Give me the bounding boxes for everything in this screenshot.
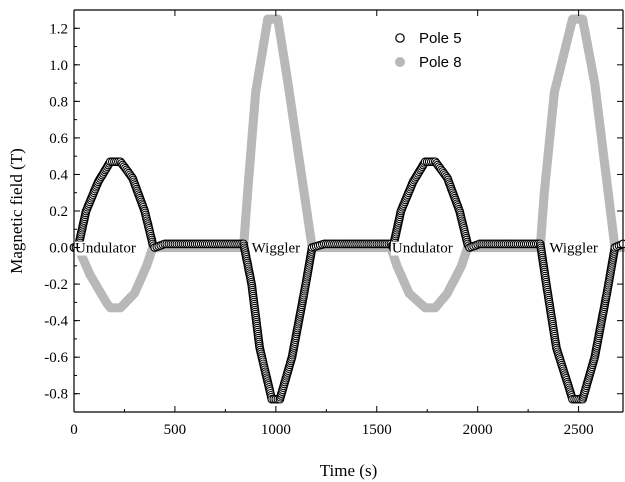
y-tick-label: -0.8 <box>44 387 68 403</box>
x-axis-title: Time (s) <box>320 461 377 480</box>
annotation-label: Wiggler <box>252 241 301 257</box>
x-tick-label: 500 <box>164 422 187 438</box>
annotation-background <box>74 241 137 256</box>
annotation-background <box>390 241 454 256</box>
annotations: Undulator Wiggler Undulator Wiggler <box>74 241 599 257</box>
y-tick-label: 0.8 <box>49 94 68 110</box>
legend-pole-5-label: Pole 5 <box>419 30 462 47</box>
annotation-background <box>250 241 302 256</box>
annotation-label: Undulator <box>392 241 453 257</box>
axes: -0.8 -0.6 -0.4 -0.2 0.0 0.2 0.4 0.6 0.8 1.0 1.2 0 50… <box>7 9 624 480</box>
y-tick-label: 1.2 <box>49 21 68 37</box>
annotation-label: Undulator <box>75 241 136 257</box>
x-tick-label: 1000 <box>261 422 291 438</box>
annotation-background <box>548 241 599 256</box>
y-tick-label: -0.2 <box>44 277 68 293</box>
pole-5-point <box>618 239 625 249</box>
y-tick-label: -0.4 <box>44 314 68 330</box>
series-pole-8 <box>69 14 625 313</box>
x-tick-label: 2000 <box>463 422 493 438</box>
x-tick-label: 1500 <box>362 422 392 438</box>
y-tick-label: 0.6 <box>49 131 68 147</box>
y-tick-label: 0.4 <box>49 167 68 183</box>
x-tick-label: 0 <box>70 422 78 438</box>
y-tick-label: 0.0 <box>49 241 68 257</box>
annotation-label: Wiggler <box>549 241 598 257</box>
legend-pole-5-marker <box>395 33 405 43</box>
y-tick-label: 0.2 <box>49 204 68 220</box>
y-tick-label: -0.6 <box>44 350 68 366</box>
x-tick-label: 2500 <box>564 422 594 438</box>
series-pole-5 <box>69 157 625 404</box>
legend-pole-8-marker <box>395 57 405 67</box>
legend: Pole 5 Pole 8 <box>395 30 462 71</box>
y-tick-label: 1.0 <box>49 58 68 74</box>
legend-pole-8-label: Pole 8 <box>419 54 462 71</box>
y-axis-title: Magnetic field (T) <box>7 148 26 274</box>
